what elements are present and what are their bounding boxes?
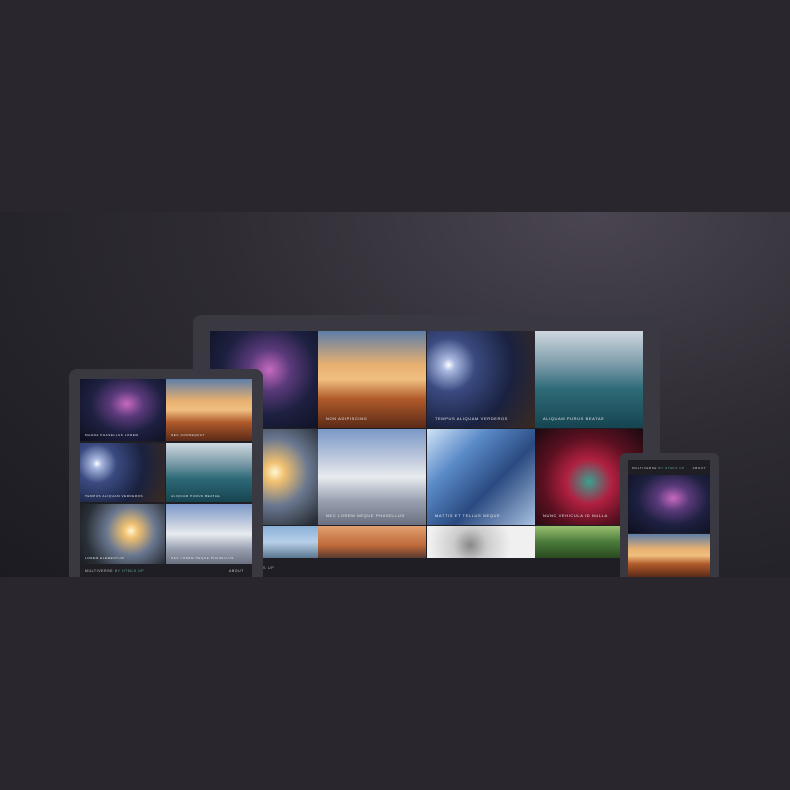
caption: NON ADIPISCING bbox=[326, 416, 368, 421]
footer-brand: MULTIVERSE BY HTML5 UP bbox=[85, 569, 144, 573]
phone-screen: MULTIVERSE BY HTML5 UP ABOUT bbox=[628, 460, 710, 577]
caption: MATTIS ET TELLUS NEQUE bbox=[435, 513, 501, 518]
caption: NEC LOREM NEQUE PHASELLUS bbox=[326, 513, 405, 518]
photo[interactable] bbox=[628, 534, 710, 577]
photo[interactable] bbox=[628, 475, 710, 533]
photo[interactable]: MATTIS ET TELLUS NEQUE bbox=[427, 429, 535, 525]
caption: ALIQUAM PURUS BEATAE bbox=[543, 416, 605, 421]
caption: MAGNA PHASELLUS LOREM bbox=[85, 433, 139, 437]
tablet-screen: MAGNA PHASELLUS LOREM NEC CONSEQUAT TEMP… bbox=[80, 379, 252, 577]
footer-brand: LS UP bbox=[260, 565, 275, 570]
photo[interactable]: NEC LOREM NEQUE PHASELLUS bbox=[166, 504, 252, 564]
caption: NEC CONSEQUAT bbox=[171, 433, 205, 437]
photo[interactable]: ALIQUAM PURUS BEATAE bbox=[166, 443, 252, 502]
photo[interactable]: LOREM ELEMENTUM bbox=[80, 504, 165, 564]
brand-by: BY HTML5 UP bbox=[114, 569, 145, 573]
caption: ALIQUAM PURUS BEATAE bbox=[171, 494, 221, 498]
photo[interactable]: NEC CONSEQUAT bbox=[166, 379, 252, 441]
photo[interactable]: TEMPUS ALIQUAM VERDEROS bbox=[80, 443, 165, 502]
brand: MULTIVERSE bbox=[632, 466, 657, 470]
photo[interactable]: ALIQUAM PURUS BEATAE bbox=[535, 331, 643, 428]
footer-link[interactable]: ABOUT bbox=[228, 569, 244, 573]
caption: TEMPUS ALIQUAM VERDEROS bbox=[435, 416, 508, 421]
caption: NUNC VEHICULA ID NULLA bbox=[543, 513, 608, 518]
caption: TEMPUS ALIQUAM VERDEROS bbox=[85, 494, 144, 498]
header-brand: MULTIVERSE BY HTML5 UP bbox=[632, 466, 685, 470]
photo[interactable] bbox=[427, 526, 535, 558]
photo[interactable]: NON ADIPISCING bbox=[318, 331, 426, 428]
photo[interactable]: TEMPUS ALIQUAM VERDEROS bbox=[427, 331, 535, 428]
brand: MULTIVERSE bbox=[85, 569, 114, 573]
caption: NEC LOREM NEQUE PHASELLUS bbox=[171, 556, 234, 560]
photo[interactable] bbox=[318, 526, 426, 558]
brand-by: BY HTML5 UP bbox=[658, 466, 685, 470]
caption: LOREM ELEMENTUM bbox=[85, 556, 125, 560]
photo[interactable]: NEC LOREM NEQUE PHASELLUS bbox=[318, 429, 426, 525]
header-link[interactable]: ABOUT bbox=[692, 466, 706, 470]
desktop-screen: NON ADIPISCING TEMPUS ALIQUAM VERDEROS A… bbox=[210, 331, 643, 577]
photo[interactable]: MAGNA PHASELLUS LOREM bbox=[80, 379, 165, 441]
